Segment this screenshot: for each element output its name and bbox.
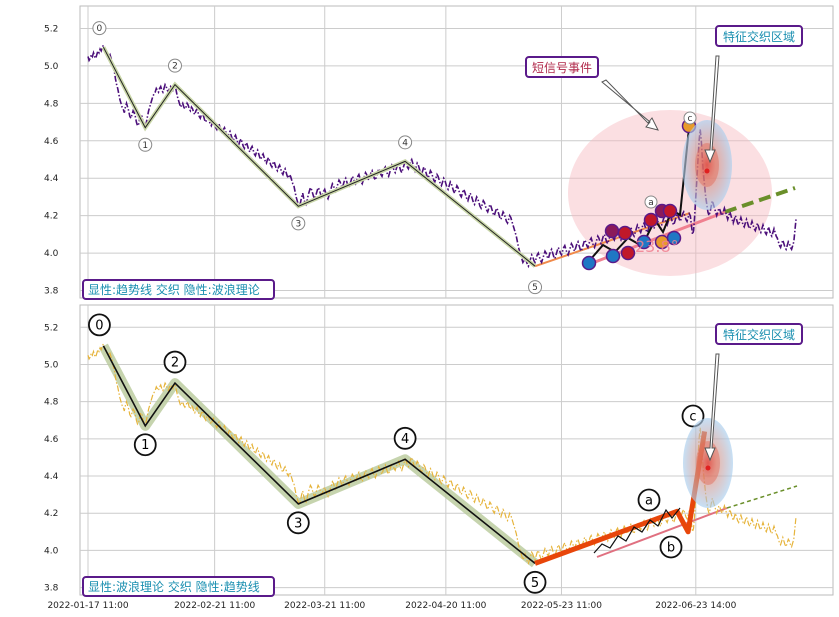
y-tick-label: 4.2: [44, 212, 58, 222]
wave-label: 1: [142, 141, 148, 151]
trend-line-dashed: [726, 485, 798, 509]
y-tick-label: 4.2: [44, 509, 58, 519]
wave-label: 5: [531, 576, 539, 591]
abc-label: c: [688, 114, 693, 124]
wave-label-circle: [291, 216, 306, 231]
signal-marker: [605, 248, 621, 264]
y-tick-label: 4.0: [44, 546, 59, 556]
trend-ray: [534, 212, 691, 268]
annotation-arrow-zone: [704, 55, 720, 164]
wave-line: [102, 46, 536, 267]
x-tick-label: 2022-03-21 11:00: [284, 601, 365, 611]
panel-1: 3.8 4.0 4.2 4.4 4.6 4.8 5.0 5.2 0 1 2 3 4 5 a c 23.8° 短信号…: [44, 5, 834, 300]
x-tick-label: 2022-01-17 11:00: [47, 601, 128, 611]
y-tick-label: 5.0: [44, 360, 59, 370]
abc-label: c: [689, 410, 696, 425]
y-tick-label: 5.2: [44, 24, 58, 34]
annotation-box-short: [525, 56, 599, 78]
abc-zigzag: [593, 507, 681, 554]
signal-marker: [581, 255, 597, 271]
signal-marker: [666, 230, 682, 246]
y-tick-label: 4.6: [44, 435, 59, 445]
annotation-arrow-short: [601, 79, 659, 131]
wave-label-circle: [286, 511, 310, 535]
y-tick-label: 4.8: [44, 398, 59, 408]
wave-label-circle: [88, 313, 111, 337]
y-tick-label: 4.8: [44, 99, 59, 109]
wave-label-circle: [92, 21, 107, 36]
wave-label: 5: [532, 283, 538, 293]
signal-marker: [620, 245, 636, 261]
abc-label-circle: [659, 535, 683, 559]
y-tick-label: 4.4: [44, 472, 59, 482]
abc-label: a: [648, 198, 654, 208]
wave-label: 1: [141, 438, 149, 453]
wave-label: 3: [295, 219, 301, 229]
wave-label-circle: [163, 350, 187, 374]
wave-label: 2: [172, 62, 178, 72]
signal-marker: [617, 225, 633, 241]
feature-zone-dot: [704, 168, 710, 174]
wave-label: 0: [95, 318, 103, 333]
wave-label-circle: [133, 433, 157, 457]
abc-label-circle: [683, 111, 697, 125]
wave-label-circle: [138, 137, 153, 152]
panel-2: 3.8 4.0 4.2 4.4 4.6 4.8 5.0 5.2 0 1 2 3 4 5 a b c 特征交织区域显…: [44, 304, 834, 597]
price-line: [87, 43, 797, 269]
annotation-box-zone: [715, 25, 803, 47]
wave-label: 4: [401, 432, 409, 447]
wave-label: 0: [97, 24, 103, 34]
wave-line: [102, 345, 536, 565]
wave-label-circle: [523, 570, 547, 594]
annotation-zone: 特征交织区域: [723, 29, 795, 44]
wave-label: 2: [171, 356, 179, 371]
feature-zone-dot: [705, 465, 711, 471]
wave-label-circle: [167, 58, 182, 73]
annotation-box-zone: [715, 323, 803, 345]
abc-label: a: [645, 494, 653, 509]
y-tick-label: 4.6: [44, 137, 59, 147]
trend-line-dashed: [724, 186, 796, 214]
legend-label: 显性:趋势线 交织 隐性:波浪理论: [88, 282, 260, 297]
annotation-short: 短信号事件: [532, 61, 592, 75]
legend-label: 显性:波浪理论 交织 隐性:趋势线: [88, 579, 260, 594]
y-tick-label: 5.0: [44, 62, 59, 72]
y-tick-label: 4.0: [44, 249, 59, 259]
trend-line-lower: [596, 507, 728, 558]
wave-label: 3: [294, 516, 302, 531]
y-tick-label: 5.2: [44, 323, 58, 333]
abc-label-circle: [644, 195, 658, 209]
legend-box: [82, 576, 275, 597]
signal-marker: [636, 234, 652, 250]
abc-label: b: [667, 541, 675, 556]
x-tick-label: 2022-06-23 14:00: [655, 601, 736, 611]
feature-zone-core: [696, 441, 720, 485]
angle-label: 23.8°: [635, 237, 679, 256]
x-tick-label: 2022-05-23 11:00: [521, 601, 602, 611]
legend-box: [82, 279, 275, 300]
signal-marker: [662, 203, 678, 219]
y-tick-label: 3.8: [44, 287, 59, 297]
x-tick-label: 2022-02-21 11:00: [174, 601, 255, 611]
wave-label-circle: [393, 426, 417, 450]
annotation-zone: 特征交织区域: [723, 327, 795, 342]
abc-label-circle: [637, 488, 661, 512]
signal-marker: [643, 212, 659, 228]
signal-marker: [604, 223, 620, 239]
y-tick-label: 4.4: [44, 174, 59, 184]
abc-label-circle: [681, 404, 705, 428]
wave-label-circle: [528, 280, 543, 295]
wave-label: 4: [402, 138, 408, 148]
wave-label-circle: [398, 135, 413, 150]
x-tick-label: 2022-04-20 11:00: [405, 601, 486, 611]
y-tick-label: 3.8: [44, 584, 59, 594]
annotation-arrow-zone: [704, 353, 720, 462]
